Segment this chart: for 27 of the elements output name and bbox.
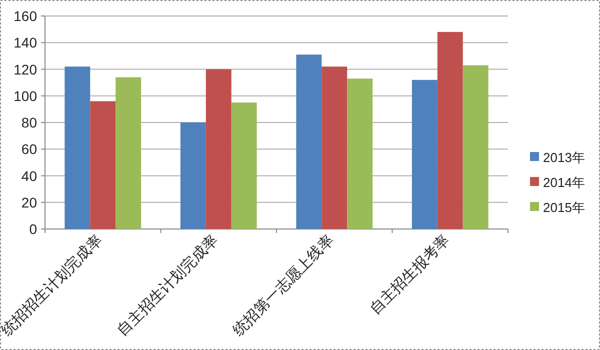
bar: [412, 80, 438, 229]
bar: [322, 66, 348, 229]
legend-label: 2014年: [543, 175, 585, 190]
legend-label: 2013年: [543, 150, 585, 165]
bar: [180, 122, 206, 229]
y-tick-label: 80: [21, 114, 38, 130]
bar: [90, 101, 116, 229]
bar: [206, 69, 232, 229]
y-tick-label: 20: [21, 194, 38, 210]
legend-label: 2015年: [543, 200, 585, 215]
y-tick-label: 40: [21, 168, 38, 184]
bar: [231, 102, 257, 229]
y-tick-label: 60: [21, 141, 38, 158]
bar: [437, 32, 463, 229]
bar: [347, 78, 373, 229]
x-tick-label: 统招第一志愿上线率: [229, 231, 338, 340]
bar: [116, 77, 142, 229]
y-tick-label: 140: [14, 34, 38, 51]
x-tick-label: 自主招生计划完成率: [113, 231, 222, 340]
y-tick-label: 160: [14, 8, 38, 24]
y-tick-label: 100: [14, 88, 38, 104]
bar: [462, 65, 488, 229]
bar: [296, 54, 322, 229]
y-tick-label: 0: [29, 221, 38, 237]
x-tick-label: 自主招生报考率: [366, 231, 453, 318]
y-tick-label: 120: [14, 61, 38, 78]
bar: [64, 66, 90, 229]
